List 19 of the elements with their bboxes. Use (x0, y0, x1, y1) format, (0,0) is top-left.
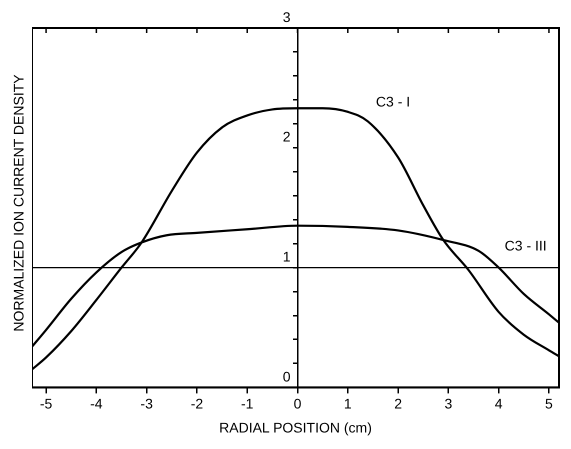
x-tick-label: 3 (444, 396, 452, 412)
y-axis-title: NORMALIZED ION CURRENT DENSITY (11, 74, 27, 332)
x-tick-label: -1 (241, 396, 254, 412)
series-label: C3 - I (376, 93, 410, 110)
x-tick-label: 2 (394, 396, 402, 412)
x-tick-label: -4 (90, 396, 103, 412)
y-tick-label: 2 (282, 128, 291, 145)
x-tick-label: -5 (40, 396, 53, 412)
x-axis-title: RADIAL POSITION (cm) (219, 419, 372, 436)
y-tick-label: 0 (282, 368, 291, 384)
x-tick-label: 1 (344, 396, 352, 412)
x-tick-label: 5 (545, 396, 554, 412)
x-tick-label: -3 (140, 396, 154, 412)
x-tick-label: 0 (294, 396, 302, 412)
series-label: C3 - III (504, 237, 547, 254)
y-tick-label: 3 (282, 8, 291, 25)
x-tick-label: -2 (190, 396, 204, 412)
y-tick-label: 1 (282, 248, 291, 264)
x-tick-label: 4 (494, 396, 503, 412)
